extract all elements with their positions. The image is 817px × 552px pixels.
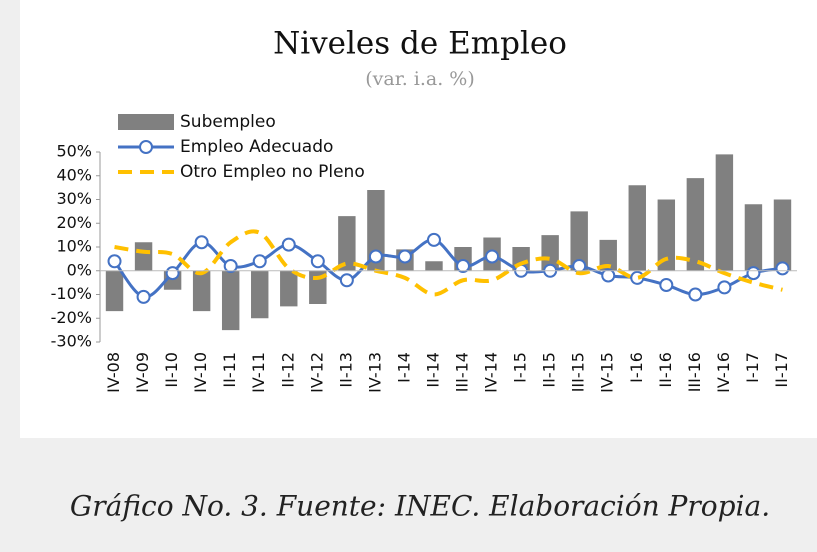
bar bbox=[338, 216, 356, 271]
y-tick-label: 20% bbox=[56, 213, 92, 232]
x-tick-label: IV-11 bbox=[249, 352, 268, 393]
bar bbox=[628, 185, 646, 271]
x-tick-label: IV-15 bbox=[598, 352, 617, 393]
x-tick-label: IV-10 bbox=[191, 352, 210, 393]
marker bbox=[426, 232, 441, 247]
x-tick-label: II-10 bbox=[162, 352, 181, 388]
bar bbox=[773, 199, 792, 271]
marker bbox=[572, 259, 587, 273]
x-tick-label: II-12 bbox=[278, 352, 297, 388]
legend-swatch bbox=[118, 114, 174, 130]
chart-subtitle: (var. i.a. %) bbox=[365, 68, 475, 90]
bar bbox=[744, 204, 763, 271]
x-tick-label: IV-13 bbox=[365, 352, 384, 393]
bar bbox=[541, 235, 559, 271]
x-tick-label: I-17 bbox=[743, 352, 762, 383]
x-tick-label: IV-12 bbox=[307, 352, 326, 393]
legend-label: Subempleo bbox=[180, 112, 276, 132]
bar bbox=[251, 270, 269, 319]
caption: Gráfico No. 3. Fuente: INEC. Elaboración… bbox=[70, 490, 770, 523]
marker bbox=[368, 249, 383, 264]
marker bbox=[165, 266, 180, 281]
y-tick-label: 10% bbox=[56, 237, 92, 256]
marker bbox=[281, 237, 296, 252]
marker bbox=[659, 278, 674, 292]
bar bbox=[657, 199, 676, 271]
marker bbox=[630, 270, 645, 285]
x-tick-label: IV-14 bbox=[482, 352, 501, 393]
marker bbox=[339, 273, 354, 288]
bar bbox=[425, 261, 443, 271]
y-tick-label: 0% bbox=[67, 260, 92, 279]
x-tick-label: IV-16 bbox=[714, 352, 733, 393]
marker bbox=[688, 287, 703, 302]
x-tick-label: III-16 bbox=[685, 352, 704, 392]
bar bbox=[134, 242, 153, 271]
chart-background bbox=[20, 0, 817, 438]
y-tick-label: -10% bbox=[51, 284, 92, 303]
marker bbox=[717, 280, 732, 295]
marker bbox=[456, 259, 471, 273]
y-tick-label: -20% bbox=[51, 308, 92, 327]
marker bbox=[107, 254, 122, 269]
y-tick-label: 50% bbox=[56, 142, 92, 161]
marker bbox=[252, 254, 267, 269]
marker bbox=[397, 249, 412, 264]
marker bbox=[194, 235, 209, 250]
legend-label: Empleo Adecuado bbox=[180, 137, 333, 157]
x-tick-label: II-15 bbox=[540, 352, 559, 388]
marker bbox=[775, 261, 790, 276]
bar bbox=[280, 270, 298, 307]
bar bbox=[367, 190, 385, 271]
x-tick-label: III-15 bbox=[569, 352, 588, 392]
marker bbox=[310, 254, 325, 269]
bar bbox=[686, 178, 705, 271]
bar bbox=[221, 270, 240, 331]
chart-title: Niveles de Empleo bbox=[273, 26, 567, 62]
legend-label: Otro Empleo no Pleno bbox=[180, 162, 365, 182]
y-tick-label: -30% bbox=[51, 332, 92, 351]
x-tick-label: II-11 bbox=[220, 352, 239, 388]
bar bbox=[599, 239, 617, 271]
x-tick-label: I-14 bbox=[394, 352, 413, 383]
dashed-line bbox=[114, 229, 783, 297]
bar bbox=[570, 211, 588, 271]
x-tick-label: II-16 bbox=[656, 352, 675, 388]
x-tick-label: II-14 bbox=[423, 352, 442, 388]
x-tick-label: I-16 bbox=[627, 352, 646, 383]
marker bbox=[485, 249, 500, 264]
bar bbox=[715, 154, 734, 271]
y-tick-label: 30% bbox=[56, 189, 92, 208]
marker bbox=[136, 289, 151, 304]
bar bbox=[192, 270, 211, 312]
x-tick-label: I-15 bbox=[511, 352, 530, 383]
marker bbox=[746, 266, 761, 281]
x-tick-label: II-17 bbox=[772, 352, 791, 388]
y-tick-label: 40% bbox=[56, 165, 92, 184]
x-tick-label: II-13 bbox=[336, 352, 355, 388]
marker bbox=[601, 268, 616, 283]
legend-marker bbox=[139, 140, 153, 154]
x-tick-label: IV-08 bbox=[104, 352, 123, 393]
x-tick-label: III-14 bbox=[453, 352, 472, 392]
x-tick-label: IV-09 bbox=[133, 352, 152, 393]
bar bbox=[105, 270, 124, 312]
marker bbox=[223, 259, 238, 273]
